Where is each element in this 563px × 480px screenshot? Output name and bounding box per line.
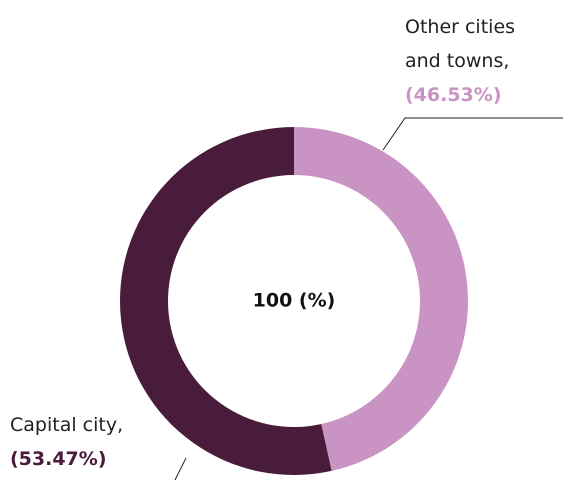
slice-label: Capital city, (53.47%)	[10, 408, 190, 476]
donut-slice	[120, 127, 332, 475]
center-label: 100 (%)	[253, 290, 336, 312]
category-label: Other cities and towns,	[405, 16, 516, 72]
category-label: Capital city,	[10, 414, 124, 436]
value-label: (53.47%)	[10, 448, 107, 470]
leader-line	[382, 117, 563, 151]
leader-line	[174, 457, 187, 480]
value-label: (46.53%)	[405, 84, 502, 106]
slices	[120, 127, 469, 475]
donut-slice	[294, 127, 469, 471]
slice-label: Other cities and towns, (46.53%)	[405, 10, 555, 112]
